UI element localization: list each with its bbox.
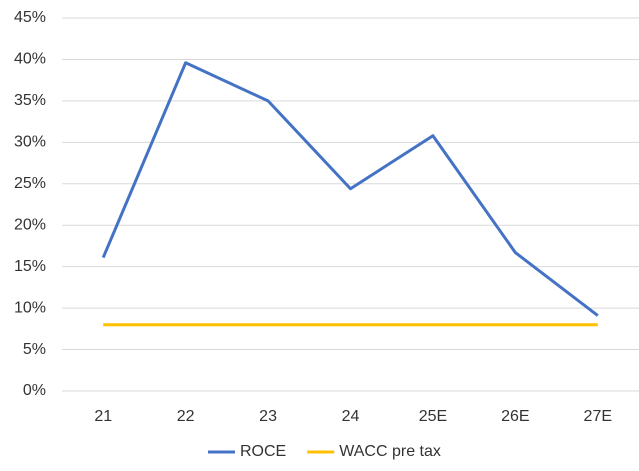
x-tick-label: 27E — [584, 408, 612, 425]
x-tick-label: 24 — [342, 408, 360, 425]
y-tick-label: 30% — [14, 134, 46, 151]
x-tick-label: 26E — [501, 408, 529, 425]
y-tick-label: 5% — [23, 341, 46, 358]
x-tick-label: 23 — [259, 408, 277, 425]
x-tick-label: 21 — [94, 408, 112, 425]
x-tick-label: 22 — [177, 408, 195, 425]
y-tick-label: 10% — [14, 299, 46, 316]
y-tick-label: 35% — [14, 92, 46, 109]
legend-label: ROCE — [240, 443, 286, 460]
y-tick-label: 40% — [14, 51, 46, 68]
y-tick-label: 25% — [14, 175, 46, 192]
y-tick-label: 20% — [14, 216, 46, 233]
y-tick-label: 0% — [23, 382, 46, 399]
y-tick-label: 15% — [14, 258, 46, 275]
line-series — [101, 61, 599, 317]
y-tick-label: 45% — [14, 9, 46, 26]
x-tick-label: 25E — [419, 408, 447, 425]
legend-label: WACC pre tax — [339, 443, 441, 460]
